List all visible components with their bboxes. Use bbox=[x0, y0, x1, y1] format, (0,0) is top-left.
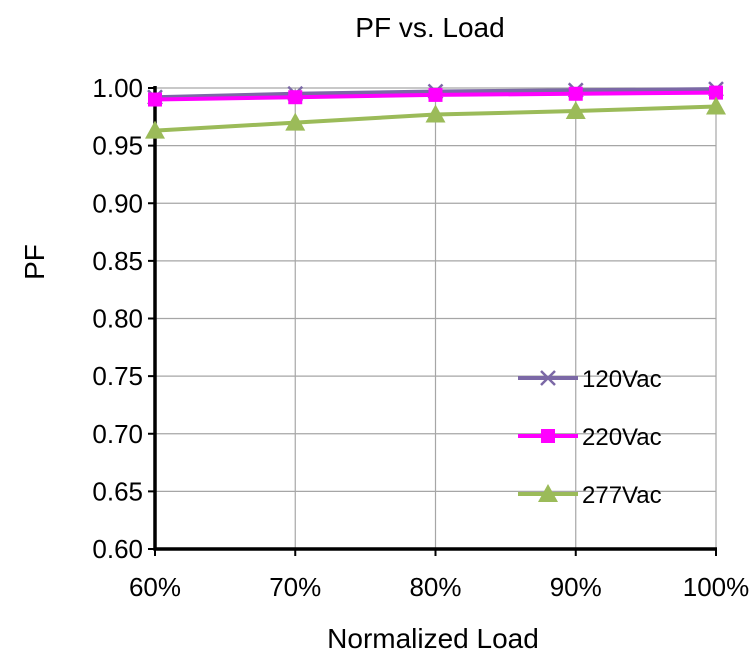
y-tick-label: 0.65 bbox=[92, 476, 143, 506]
data-point-277vac bbox=[425, 104, 446, 123]
data-point-220vac bbox=[568, 86, 583, 101]
legend-marker-120vac bbox=[540, 370, 556, 386]
legend-label-277vac: 277Vac bbox=[582, 482, 662, 509]
data-point-277vac bbox=[145, 120, 165, 139]
y-tick-label: 0.85 bbox=[92, 246, 143, 276]
data-point-277vac bbox=[565, 101, 586, 120]
data-point-220vac bbox=[288, 90, 303, 105]
data-point-220vac bbox=[709, 85, 723, 100]
legend-item-220vac: 220Vac bbox=[518, 424, 662, 451]
series-220vac bbox=[148, 85, 723, 107]
legend-marker-277vac bbox=[538, 484, 558, 502]
series-277vac bbox=[145, 96, 726, 139]
y-tick-label: 0.80 bbox=[92, 304, 143, 334]
data-point-277vac bbox=[285, 112, 306, 131]
legend-item-120vac: 120Vac bbox=[518, 366, 662, 393]
chart-title: PF vs. Load bbox=[355, 12, 504, 43]
data-point-220vac bbox=[428, 87, 443, 102]
y-tick-label: 0.90 bbox=[92, 188, 143, 218]
grid-lines bbox=[155, 87, 717, 549]
legend-label-120vac: 120Vac bbox=[582, 366, 662, 393]
y-tick-label: 0.95 bbox=[92, 131, 143, 161]
x-tick-labels: 60% 70% 80% 90% 100% bbox=[129, 572, 749, 602]
legend: 120Vac 220Vac 277Vac bbox=[518, 366, 662, 509]
legend-item-277vac: 277Vac bbox=[518, 482, 662, 509]
x-tick-label: 100% bbox=[683, 572, 750, 602]
legend-marker-220vac bbox=[541, 429, 555, 443]
legend-label-220vac: 220Vac bbox=[582, 424, 662, 451]
x-axis-title: Normalized Load bbox=[327, 623, 539, 654]
y-tick-labels: 0.60 0.65 0.70 0.75 0.80 0.85 0.90 0.95 1.00 bbox=[92, 73, 143, 564]
series-lines bbox=[145, 81, 726, 139]
y-tick-label: 0.70 bbox=[92, 419, 143, 449]
x-tick-label: 60% bbox=[129, 572, 181, 602]
y-tick-label: 0.60 bbox=[92, 534, 143, 564]
y-axis-title: PF bbox=[19, 244, 50, 280]
x-tick-label: 70% bbox=[269, 572, 321, 602]
data-point-277vac bbox=[706, 96, 726, 115]
y-tick-label: 0.75 bbox=[92, 361, 143, 391]
axes bbox=[148, 86, 717, 556]
x-tick-label: 90% bbox=[550, 572, 602, 602]
data-point-220vac bbox=[148, 92, 162, 107]
x-tick-label: 80% bbox=[409, 572, 461, 602]
y-tick-label: 1.00 bbox=[92, 73, 143, 103]
